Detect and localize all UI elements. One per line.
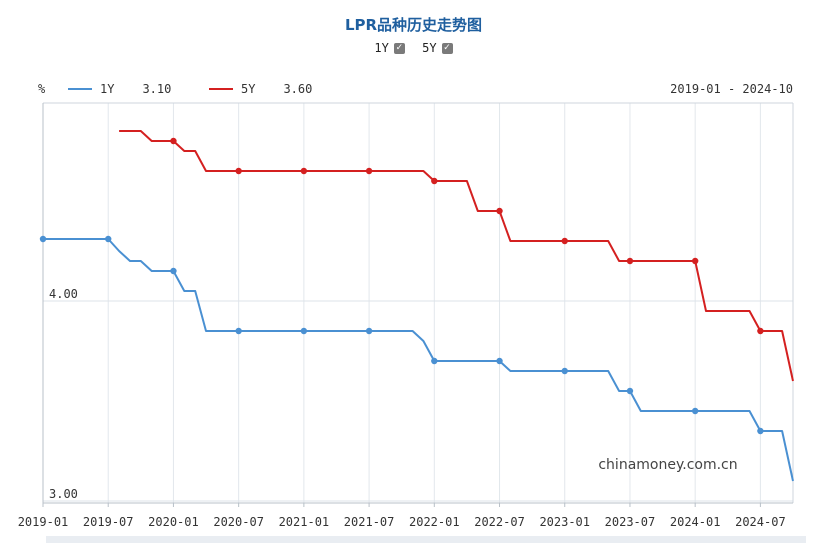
data-point-5y — [561, 237, 568, 245]
data-point-1y — [39, 235, 47, 243]
x-tick-label: 2021-07 — [344, 515, 395, 529]
chart-title: LPR品种历史走势图 — [344, 16, 483, 34]
axes — [42, 102, 794, 507]
x-tick-label: 2021-01 — [279, 515, 330, 529]
data-point-1y — [496, 357, 503, 365]
date-range-label: 2019-01 - 2024-10 — [670, 82, 793, 96]
data-point-5y — [496, 207, 503, 215]
legend-swatch-1y — [68, 88, 92, 90]
x-tick-label: 2020-01 — [148, 515, 199, 529]
toggle-5y[interactable]: 5Y ✓ — [422, 41, 453, 55]
data-point-5y — [431, 177, 438, 185]
toggle-1y-label: 1Y — [374, 41, 389, 55]
x-tick-label: 2023-07 — [605, 515, 656, 529]
data-point-5y — [235, 167, 242, 175]
legend-item-5y[interactable]: 5Y 3.60 — [209, 82, 312, 96]
x-tick-label: 2019-01 — [18, 515, 69, 529]
x-tick-label: 2020-07 — [213, 515, 264, 529]
y-tick-label: 3.00 — [49, 487, 78, 501]
data-point-1y — [170, 267, 177, 275]
legend-value-1y: 3.10 — [142, 82, 172, 96]
data-point-5y — [757, 327, 764, 335]
series-line-5y — [119, 130, 794, 382]
watermark-text: chinamoney.com.cn — [598, 457, 737, 473]
toggle-1y[interactable]: 1Y ✓ — [374, 41, 405, 55]
data-point-5y — [300, 167, 308, 175]
series-line-1y — [43, 238, 794, 482]
series-lines — [43, 130, 794, 482]
data-point-1y — [105, 235, 112, 243]
y-tick-labels: 4.00 3.00 — [49, 287, 78, 501]
x-tick-label: 2024-07 — [735, 515, 786, 529]
y-tick-label: 4.00 — [49, 287, 78, 301]
legend-name-5y: 5Y — [241, 82, 256, 96]
checkbox-checked-icon[interactable]: ✓ — [393, 42, 405, 54]
data-point-5y — [626, 257, 634, 265]
x-tick-label: 2022-01 — [409, 515, 460, 529]
x-tick-label: 2024-01 — [670, 515, 721, 529]
toggle-5y-label: 5Y — [422, 41, 437, 55]
checkbox-checked-icon[interactable]: ✓ — [441, 42, 453, 54]
legend-swatch-5y — [209, 88, 233, 90]
x-tick-labels: 2019-01 2019-07 2020-01 2020-07 2021-01 2021-… — [18, 515, 786, 529]
data-point-1y — [300, 327, 308, 335]
data-point-1y — [757, 427, 764, 435]
series-markers — [39, 137, 764, 435]
range-scrollbar[interactable] — [46, 536, 806, 543]
x-tick-label: 2019-07 — [83, 515, 134, 529]
y-unit-label: % — [38, 82, 46, 96]
legend-name-1y: 1Y — [100, 82, 115, 96]
data-point-1y — [431, 357, 438, 365]
data-point-5y — [365, 167, 373, 175]
data-point-1y — [235, 327, 242, 335]
data-point-1y — [365, 327, 373, 335]
grid-lines — [42, 103, 793, 503]
data-point-1y — [691, 407, 699, 415]
legend-item-1y[interactable]: 1Y 3.10 — [68, 82, 171, 96]
legend-row: % 1Y 3.10 5Y 3.60 2019-01 - 2024-10 — [0, 82, 827, 100]
x-tick-label: 2022-07 — [474, 515, 525, 529]
series-toggles: 1Y ✓ 5Y ✓ — [0, 41, 827, 55]
x-tick-label: 2023-01 — [539, 515, 590, 529]
data-point-1y — [561, 367, 568, 375]
data-point-1y — [626, 387, 634, 395]
data-point-5y — [170, 137, 177, 145]
data-point-5y — [691, 257, 699, 265]
legend-value-5y: 3.60 — [283, 82, 313, 96]
